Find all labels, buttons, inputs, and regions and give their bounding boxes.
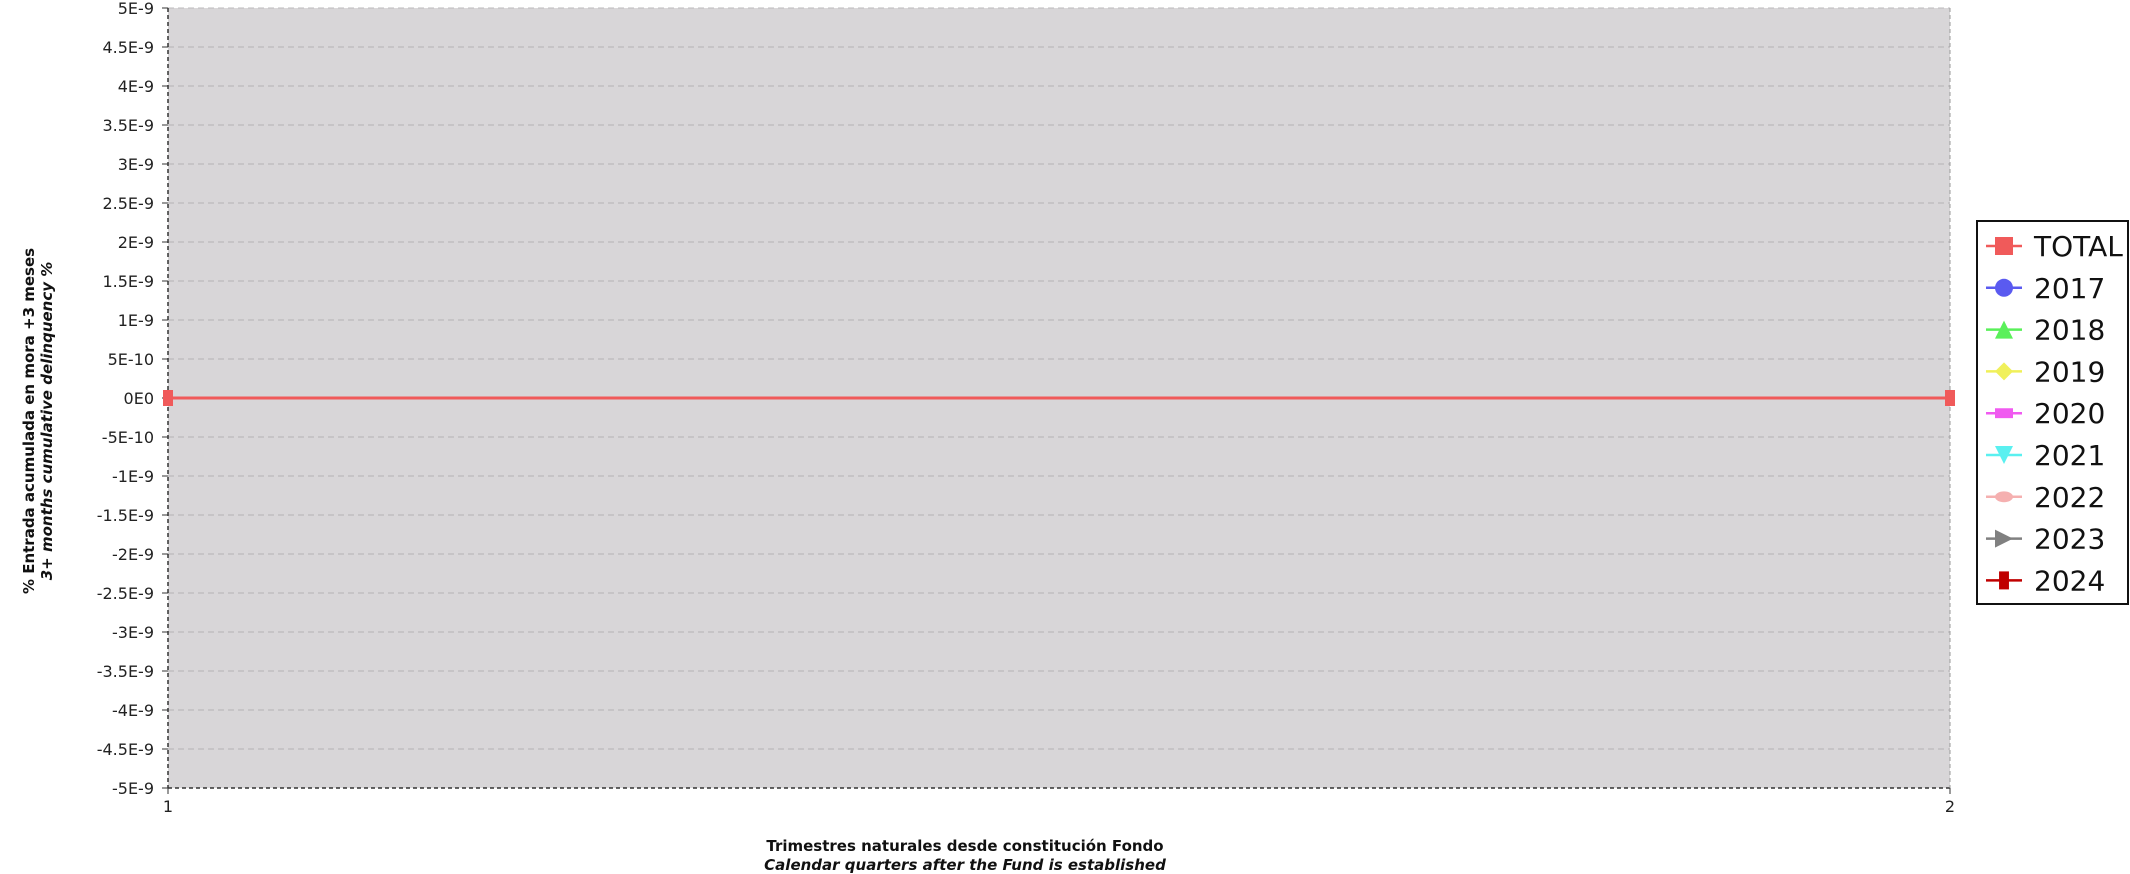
legend-item-2018: 2018 <box>1986 314 2105 347</box>
legend-label: TOTAL <box>2033 230 2123 263</box>
y-tick-label: 1.5E-9 <box>102 272 154 291</box>
y-tick-label: -4E-9 <box>112 701 154 720</box>
legend-marker <box>1995 320 2013 339</box>
legend-marker <box>1995 278 2013 297</box>
y-tick-label: -3E-9 <box>112 623 154 642</box>
legend-label: 2019 <box>2034 355 2105 388</box>
y-tick-label: -5E-10 <box>102 428 154 447</box>
y-tick-label: 4.5E-9 <box>102 38 154 57</box>
legend-marker <box>1995 491 2013 503</box>
legend: TOTAL 2017 2018 2019 2020 2021 2022 2023 2024 <box>1976 220 2129 605</box>
y-tick-label: -2.5E-9 <box>97 584 154 603</box>
legend-label: 2021 <box>2034 439 2105 472</box>
y-axis-title-en: 3+ months cumulative delinquency % <box>38 262 56 581</box>
legend-item-total: TOTAL <box>1986 230 2123 263</box>
y-axis-title: % Entrada acumulada en mora +3 meses <box>20 248 38 594</box>
legend-item-2020: 2020 <box>1986 397 2105 430</box>
legend-marker <box>1995 362 2013 381</box>
y-tick-label: 2E-9 <box>118 233 154 252</box>
legend-label: 2017 <box>2034 272 2105 305</box>
legend-item-2017: 2017 <box>1986 272 2105 305</box>
y-tick-label: 1E-9 <box>118 311 154 330</box>
legend-label: 2023 <box>2034 523 2105 556</box>
legend-item-2024: 2024 <box>1986 564 2105 597</box>
legend-label: 2024 <box>2034 564 2105 597</box>
x-axis-title: Trimestres naturales desde constitución … <box>766 837 1163 855</box>
y-tick-label: -4.5E-9 <box>97 740 154 759</box>
legend-label: 2022 <box>2034 481 2105 514</box>
x-axis-title-en: Calendar quarters after the Fund is esta… <box>764 856 1166 874</box>
data-point-total <box>163 390 173 406</box>
y-tick-label: -1.5E-9 <box>97 506 154 525</box>
y-tick-label: 5E-9 <box>118 0 154 18</box>
y-tick-label: 0E0 <box>124 389 154 408</box>
y-tick-label: -5E-9 <box>112 779 154 798</box>
legend-item-2019: 2019 <box>1986 355 2105 388</box>
legend-label: 2018 <box>2034 314 2105 347</box>
y-tick-label: -2E-9 <box>112 545 154 564</box>
legend-item-2022: 2022 <box>1986 481 2105 514</box>
x-tick-label: 1 <box>163 797 173 816</box>
data-point-total <box>1945 390 1955 406</box>
series-layer <box>163 390 1955 406</box>
legend-marker <box>1995 408 2013 419</box>
y-tick-label: 3.5E-9 <box>102 116 154 135</box>
legend-item-2023: 2023 <box>1986 523 2105 556</box>
y-tick-label: 5E-10 <box>108 350 154 369</box>
legend-item-2021: 2021 <box>1986 439 2105 472</box>
y-tick-label: 4E-9 <box>118 77 154 96</box>
y-tick-label: 3E-9 <box>118 155 154 174</box>
legend-marker <box>1995 529 2013 548</box>
legend-marker <box>1999 571 2009 590</box>
x-tick-label: 2 <box>1945 797 1955 816</box>
legend-marker <box>1995 446 2013 464</box>
y-tick-label: 2.5E-9 <box>102 194 154 213</box>
legend-label: 2020 <box>2034 397 2105 430</box>
legend-marker <box>1995 237 2013 255</box>
y-axis-ticks: 5E-9 4.5E-9 4E-9 3.5E-9 3E-9 2.5E-9 2E-9 1.5E-9… <box>97 0 168 798</box>
y-tick-label: -1E-9 <box>112 467 154 486</box>
y-tick-label: -3.5E-9 <box>97 662 154 681</box>
